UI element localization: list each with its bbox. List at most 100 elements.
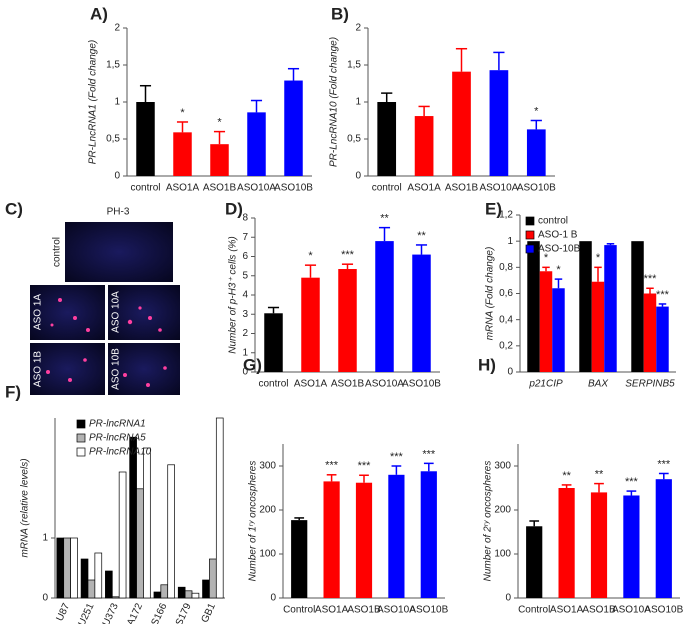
bar [631,241,644,372]
bar [338,269,357,372]
y-axis-title: Number of 1ʳʸ oncospheres [248,461,259,582]
image-label: ASO 1B [33,351,44,387]
panel-title: PH-3 [107,207,130,218]
y-tick-label: 300 [494,461,511,472]
bar [215,417,224,599]
x-tick-label: ASO1B [445,183,479,194]
x-tick-label: ASO10A [377,605,416,616]
bar [623,495,640,598]
y-tick-label: 8 [242,213,248,224]
bar [177,586,186,599]
y-axis-title: mRNA (relative levels) [20,458,31,557]
panel-label: F) [5,382,21,401]
y-tick-label: 0 [114,171,120,182]
legend-label: control [538,216,568,227]
bar [191,592,200,599]
legend-swatch [76,447,86,457]
significance: * [556,264,561,276]
y-axis-title: Number of 2ʳʸ oncospheres [483,461,494,582]
image-label: ASO 10B [111,348,122,390]
x-tick-label: control [258,379,288,390]
bar [129,436,137,599]
significance: * [596,252,601,264]
panel-label: H) [478,355,496,374]
bar [167,464,175,599]
bar [143,447,151,599]
bar [590,492,608,598]
panel-label: D) [225,199,243,218]
x-tick-label: ASO10A [479,183,518,194]
y-tick-label: 6 [242,251,248,262]
legend-swatch [525,244,535,254]
x-tick-label: ASO1A [294,379,328,390]
y-tick-label: 2 [355,23,361,34]
bar [414,116,434,176]
bar [388,474,405,598]
significance: *** [341,249,355,261]
x-tick-label: ASO1B [347,605,381,616]
significance: * [180,107,185,119]
x-tick-label: control [372,183,402,194]
bar [184,590,193,599]
bar [604,245,617,372]
bar [452,71,471,176]
bar [264,313,283,372]
y-tick-label: 0,2 [499,340,513,351]
y-tick-label: 1,5 [106,60,120,71]
y-tick-label: 1 [242,347,248,358]
x-tick-label: U87 [55,601,73,623]
x-tick-label: GNS166 [143,601,169,624]
y-tick-label: 0,8 [499,262,513,273]
bar [87,579,96,599]
stained-cells [46,298,167,387]
legend-swatch [525,216,535,226]
bar [579,241,592,372]
bar [56,537,65,599]
y-tick-label: 300 [259,461,276,472]
bar [526,129,546,176]
y-tick-label: 3 [242,309,248,320]
y-tick-label: 200 [494,505,511,516]
x-tick-label: ASO1A [407,183,441,194]
image-label: ASO 1A [33,294,44,330]
significance: *** [644,273,658,285]
x-tick-label: ASO1B [582,605,616,616]
legend-swatch [76,433,86,443]
x-tick-label: ASO1A [166,183,200,194]
legend-label: ASO-10B [538,244,581,255]
panel-label: C) [5,199,23,218]
image-label: control [52,237,63,267]
y-tick-label: 2 [114,23,120,34]
legend-swatch [76,419,86,429]
y-tick-label: 0,6 [499,288,513,299]
micrograph [30,343,105,395]
bar [591,281,605,372]
bar [153,591,162,599]
y-tick-label: 100 [259,549,276,560]
significance: ** [595,469,604,481]
bar [375,241,394,372]
significance: ** [380,213,389,225]
y-axis-title: PR-LncRNA1 (Fold change) [88,40,99,165]
bar [111,596,120,599]
legend-label: PR-lncRNA10 [89,447,152,458]
bar [643,293,657,372]
bar [323,481,340,598]
y-tick-label: 0 [507,367,513,378]
x-tick-label: ASO10A [612,605,651,616]
bar [301,277,320,372]
significance: ** [562,470,571,482]
y-tick-label: 200 [259,505,276,516]
y-tick-label: 0,4 [499,314,513,325]
bar [70,537,78,599]
x-tick-label: GB1 [200,601,219,624]
y-tick-label: 1,2 [499,210,513,221]
significance: ** [417,230,426,242]
y-tick-label: 100 [494,549,511,560]
bar [420,471,437,598]
x-tick-label: SERPINB5 [625,379,675,390]
significance: * [544,252,549,264]
bar [355,482,373,598]
bar [558,488,575,598]
bar [210,144,229,176]
